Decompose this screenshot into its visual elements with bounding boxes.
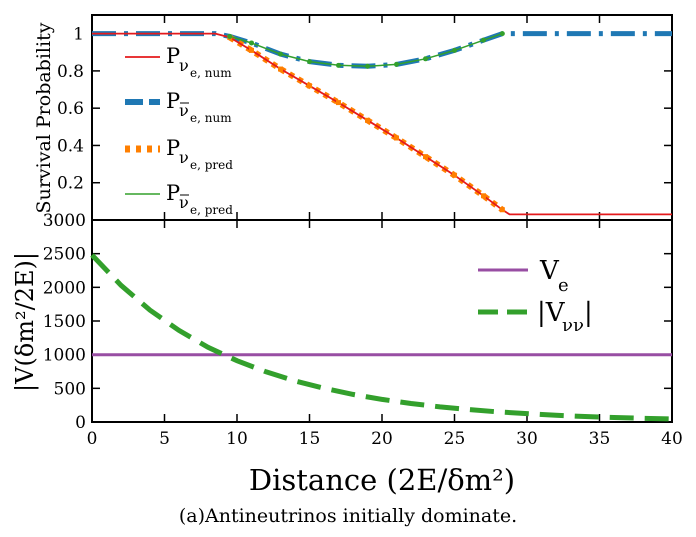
legend-label-sub: ν	[179, 101, 189, 120]
legend-label-sub: ν	[179, 193, 189, 212]
nue-pred-point	[307, 83, 312, 89]
figure-caption: (a)Antineutrinos initially dominate.	[178, 505, 518, 527]
nuebar-pred-point	[394, 61, 399, 67]
x-tick-label: 30	[516, 429, 538, 449]
x-tick-label: 15	[299, 429, 321, 449]
series-line-Vnunu	[90, 253, 673, 422]
x-axis-label-text: Distance (2E/δm²)	[249, 463, 515, 497]
nue-pred-point	[481, 193, 486, 199]
nuebar-pred-point	[249, 40, 254, 46]
bottom-y-tick-label: 2500	[43, 245, 86, 265]
nue-pred-point	[394, 135, 399, 141]
legend-label-sub: νν	[562, 315, 584, 336]
bottom-series-group	[90, 253, 673, 422]
nuebar-pred-point	[307, 59, 312, 65]
top-y-axis-label: Survival Probability	[33, 22, 55, 213]
top-y-tick-label: 1	[73, 25, 84, 45]
survival-probability-panel: 0.20.40.60.81 Survival Probability Pν e, …	[33, 14, 673, 221]
nue-pred-point	[499, 207, 505, 213]
legend-label-subsub: e, pred	[190, 158, 233, 172]
legend-label-subsub: e, num	[190, 111, 232, 125]
legend-label-main: P	[166, 89, 180, 113]
x-tick-label: 35	[589, 429, 611, 449]
nue-pred-point	[423, 154, 428, 160]
bottom-y-axis-label: |V(δm²/2E)|	[11, 252, 40, 392]
x-tick-label: 0	[87, 429, 98, 449]
potential-panel: 0 500 1000 1500 2000 2500 3000 0 5 10 15 20 25 30 35 40…	[11, 211, 683, 497]
legend-label-sub: ν	[179, 56, 189, 75]
nuebar-pred-point	[481, 37, 486, 43]
bottom-y-tick-label: 2000	[43, 278, 86, 298]
legend-entry-nuebar_pred: Pν e, pred	[125, 181, 233, 217]
top-y-tick-label: 0.8	[57, 62, 84, 82]
legend-label-main: P	[166, 44, 180, 68]
legend-entry-nuebar_num: Pν e, num	[125, 89, 232, 125]
nuebar-pred-point	[499, 31, 505, 37]
nuebar-pred-point	[227, 33, 233, 39]
legend-label-end: |	[584, 298, 593, 328]
nuebar-pred-point	[365, 63, 370, 69]
bottom-axis-ticks: 0 500 1000 1500 2000 2500 3000 0 5 10 15 20 25 30 35 40	[43, 211, 683, 449]
nue-pred-point	[278, 66, 283, 72]
nuebar-pred-point	[336, 62, 341, 68]
x-tick-label: 5	[159, 429, 170, 449]
legend-label-main: V	[539, 256, 560, 286]
legend-entry-Vnunu: |Vνν |	[478, 298, 593, 336]
nue-pred-point	[452, 172, 457, 178]
top-y-tick-label: 0.6	[57, 99, 84, 119]
legend-entry-nue_pred: Pν e, pred	[125, 136, 233, 172]
bottom-y-tick-label: 1000	[43, 346, 86, 366]
legend-label-sub: e	[558, 275, 569, 296]
top-y-ticks: 0.2 0.4 0.6 0.8 1	[57, 15, 673, 220]
bottom-y-tick-label: 1500	[43, 312, 86, 332]
nuebar-pred-point	[452, 47, 457, 53]
legend-label-subsub: e, pred	[190, 203, 233, 217]
nue-pred-point	[249, 47, 254, 53]
legend-label-main: P	[166, 136, 180, 160]
nuebar-pred-point	[423, 56, 428, 62]
legend-label-sub: ν	[179, 148, 189, 167]
nuebar-pred-point	[278, 51, 283, 57]
legend-entry-nue_num: Pν e, num	[125, 44, 232, 80]
nue-pred-point	[336, 100, 341, 106]
nue-pred-point	[365, 117, 370, 123]
bottom-y-tick-label: 500	[54, 379, 86, 399]
legend-label-subsub: e, num	[190, 66, 232, 80]
top-y-tick-label: 0.2	[57, 174, 84, 194]
legend-label-main: P	[166, 181, 180, 205]
x-axis-label: Distance (2E/δm²)	[249, 463, 515, 497]
x-tick-label: 25	[444, 429, 466, 449]
bottom-y-tick-label: 3000	[43, 211, 86, 231]
top-y-tick-label: 0.4	[57, 136, 84, 156]
top-series-group	[92, 31, 672, 216]
bottom-y-axis-label-text: |V(δm²/2E)|	[11, 252, 40, 392]
x-tick-label: 40	[661, 429, 683, 449]
x-tick-label: 20	[371, 429, 393, 449]
x-tick-label: 10	[226, 429, 248, 449]
bottom-y-tick-label: 0	[75, 413, 86, 433]
figure: 0.20.40.60.81 Survival Probability Pν e, …	[11, 14, 683, 497]
legend-label-main: |V	[537, 298, 566, 328]
